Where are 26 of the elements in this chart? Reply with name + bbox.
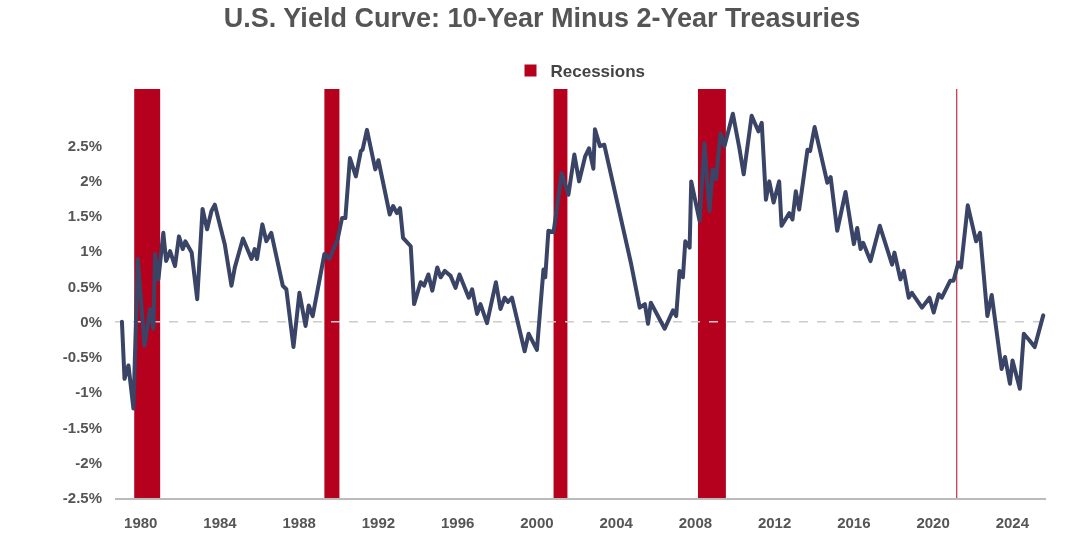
x-tick-label: 1988	[282, 513, 316, 531]
y-tick-label: 0.5%	[67, 277, 102, 295]
y-tick-label: -1%	[75, 383, 102, 401]
y-tick-label: -2%	[75, 453, 102, 471]
x-tick-label: 2004	[599, 513, 634, 531]
x-tick-label: 2020	[916, 513, 950, 531]
x-tick-label: 2016	[837, 513, 871, 531]
x-tick-label: 2000	[520, 513, 554, 531]
y-tick-label: -0.5%	[62, 348, 102, 366]
chart-title: U.S. Yield Curve: 10-Year Minus 2-Year Treasuries	[223, 3, 861, 34]
x-tick-label: 1992	[361, 513, 396, 531]
x-tick-label: 1984	[203, 513, 238, 531]
y-tick-label: 1%	[80, 242, 102, 260]
legend-label: Recessions	[550, 62, 645, 82]
y-tick-label: 2.5%	[67, 136, 102, 154]
x-tick-label: 2008	[678, 513, 713, 531]
y-tick-label: -2.5%	[62, 489, 102, 507]
x-tick-label: 1996	[441, 513, 475, 531]
y-tick-label: 2%	[80, 171, 102, 189]
y-tick-label: 1.5%	[67, 207, 102, 225]
y-tick-label: 0%	[80, 312, 102, 330]
x-tick-label: 1980	[124, 513, 158, 531]
line-series	[119, 111, 1046, 411]
x-tick-label: 2024	[995, 513, 1030, 531]
y-tick-label: -1.5%	[62, 418, 102, 436]
x-tick-label: 2012	[757, 513, 792, 531]
